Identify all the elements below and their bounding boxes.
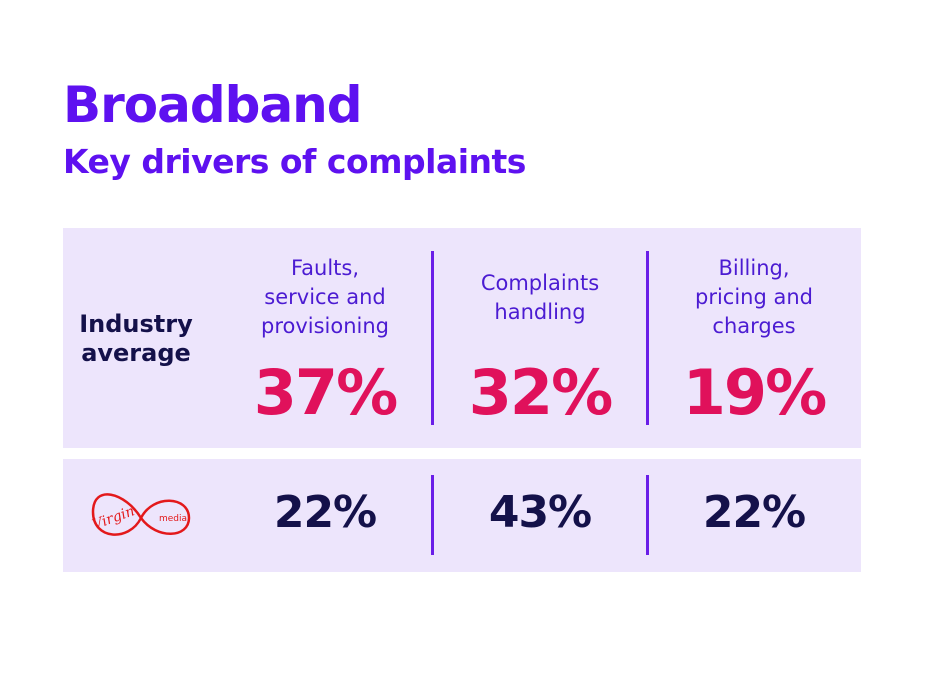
label-line: Industry [79, 310, 193, 338]
virgin-value: 22% [273, 487, 377, 538]
header-line: provisioning [260, 314, 390, 338]
label-line: average [81, 339, 191, 367]
header-line: Faults, [290, 256, 359, 280]
row-label: Industry average [66, 310, 206, 368]
header-line: charges [712, 314, 796, 338]
column-header: Billing, pricing and charges [654, 254, 854, 341]
divider [431, 475, 434, 555]
virgin-value: 22% [702, 487, 806, 538]
logo-sub: media [159, 514, 187, 524]
divider [431, 251, 434, 425]
industry-value: 32% [468, 356, 613, 429]
column-header: Complaints handling [440, 269, 640, 327]
virgin-logo: Virgin media [90, 493, 191, 536]
header-line: handling [494, 300, 586, 324]
virgin-panel [63, 459, 861, 572]
industry-value: 19% [682, 356, 827, 429]
virgin-value: 43% [488, 487, 592, 538]
header-line: Complaints [480, 271, 600, 295]
divider [646, 251, 649, 425]
industry-value: 37% [253, 356, 398, 429]
header-line: Billing, [718, 256, 790, 280]
industry-panel [63, 228, 861, 448]
divider [646, 475, 649, 555]
subtitle: Key drivers of complaints [63, 142, 526, 181]
title: Broadband [63, 76, 363, 134]
header-line: service and [264, 285, 386, 309]
column-header: Faults, service and provisioning [225, 254, 425, 341]
logo-loop [91, 493, 191, 536]
header-line: pricing and [694, 285, 813, 309]
logo-brand: Virgin [90, 503, 136, 533]
